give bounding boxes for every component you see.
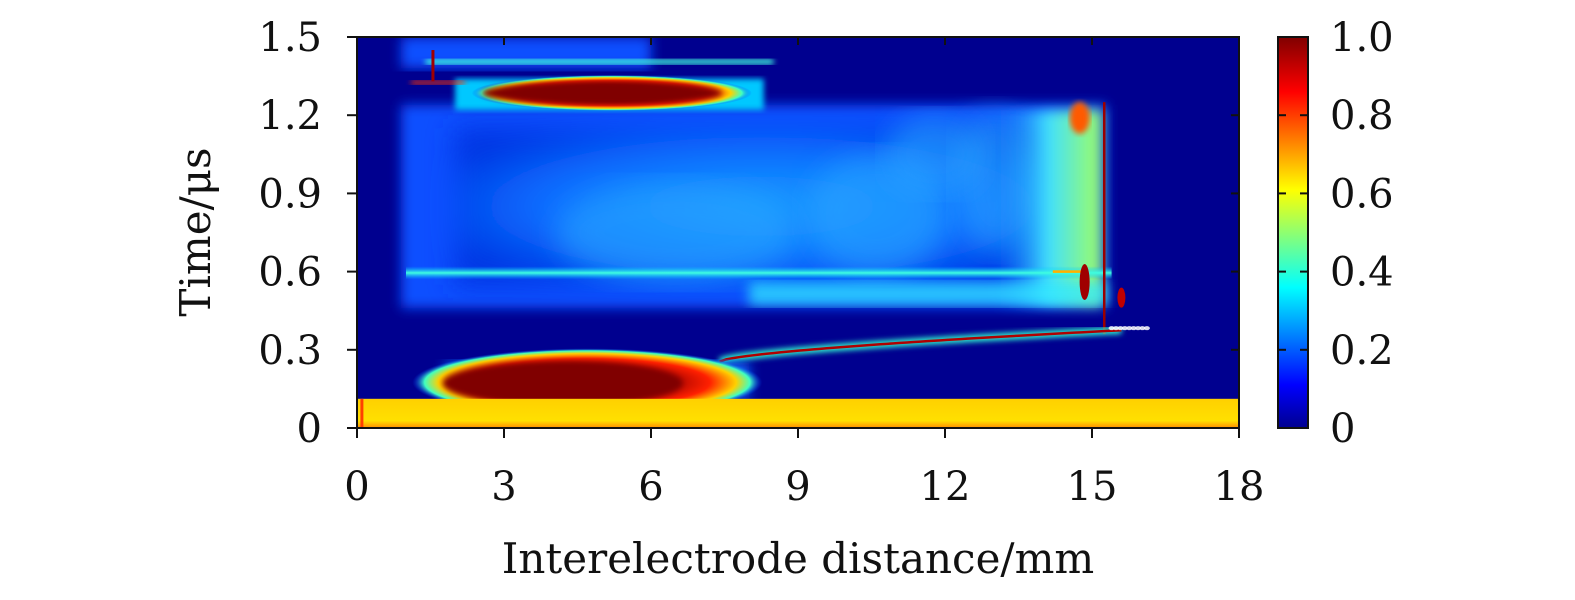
- colorbar-tick-label: 0: [1330, 406, 1355, 452]
- heat-front-dot: [1117, 326, 1124, 331]
- heat-front-dot: [1130, 326, 1137, 331]
- heat-front-line: [719, 329, 1122, 363]
- heat-front-dot: [1113, 326, 1120, 331]
- y-axis: 0 0.3 0.6 0.9 1.2 1.5: [258, 15, 1239, 452]
- heat-front-dot: [1121, 326, 1128, 331]
- y-tick-label: 0.9: [258, 171, 322, 217]
- colorbar: [1277, 36, 1309, 429]
- y-tick-label: 0: [297, 406, 322, 452]
- heat-upper-line: [425, 59, 774, 65]
- heat-bright-line-tip: [1052, 270, 1088, 273]
- colorbar-tick-label: 0.6: [1330, 171, 1394, 217]
- heat-upper-streak: [410, 80, 465, 85]
- heat-hotspot: [1079, 264, 1090, 301]
- heat-bottom-band: [357, 398, 1239, 428]
- colorbar-tick-label: 0.4: [1330, 250, 1394, 296]
- y-tick-label: 0.3: [258, 328, 322, 374]
- heat-lower-strip: [749, 282, 1107, 306]
- x-tick-label: 3: [491, 464, 516, 510]
- y-tick-label: 1.5: [258, 15, 322, 61]
- heat-front-dot: [1139, 326, 1146, 331]
- colorbar-tick-label: 1.0: [1330, 15, 1394, 61]
- heat-lower-hot-core: [442, 361, 683, 406]
- y-tick-label: 1.2: [258, 93, 322, 139]
- heat-bright-line: [406, 266, 1112, 280]
- heat-hotspot: [1117, 287, 1126, 308]
- x-tick-label: 9: [785, 464, 810, 510]
- x-axis: 0 3 6 9 12 15 18: [344, 37, 1264, 510]
- x-tick-label: 6: [638, 464, 663, 510]
- colorbar-tick-label: 0.8: [1330, 93, 1394, 139]
- colorbar-axis: 0 0.2 0.4 0.6 0.8 1.0: [1278, 15, 1394, 452]
- heat-blob: [885, 114, 986, 195]
- heat-front-dot: [1135, 326, 1142, 331]
- heat-front-dot: [1126, 326, 1133, 331]
- heat-front-dot: [1108, 326, 1115, 331]
- x-tick-label: 18: [1214, 464, 1265, 510]
- heat-hotspot: [1069, 101, 1090, 134]
- heatmap-image: [357, 37, 1239, 428]
- x-tick-label: 0: [344, 464, 369, 510]
- y-tick-label: 0.6: [258, 250, 322, 296]
- x-axis-title: Interelectrode distance/mm: [502, 534, 1094, 583]
- heat-upper-hot-core: [482, 82, 722, 105]
- y-axis-title: Time/μs: [171, 147, 220, 316]
- heat-front-dot: [1143, 326, 1150, 331]
- heat-blob: [555, 182, 796, 283]
- colorbar-tick-label: 0.2: [1330, 328, 1394, 374]
- x-tick-label: 15: [1067, 464, 1118, 510]
- x-tick-label: 12: [920, 464, 971, 510]
